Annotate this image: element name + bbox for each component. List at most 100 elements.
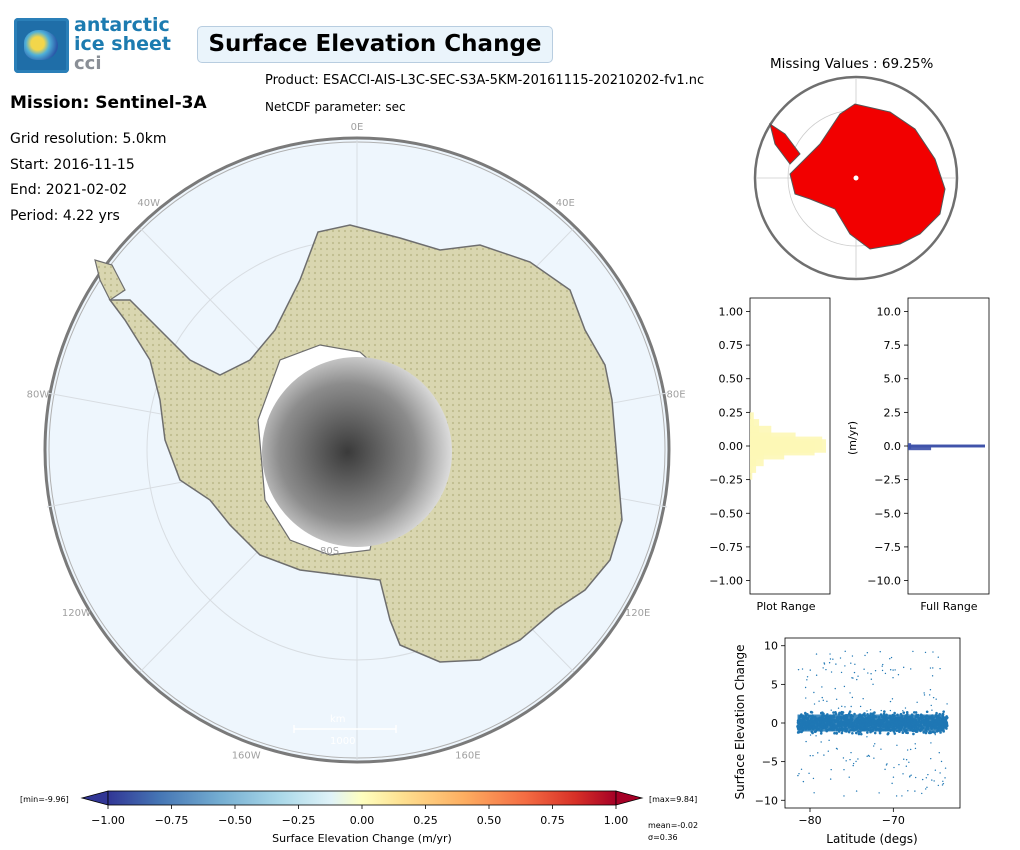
full-range-histogram: 10.0 7.5 5.0 2.5 0.0 −2.5 −5.0 −7.5 −10.0 Full R… — [846, 297, 990, 613]
scatter-point — [905, 765, 908, 767]
lon-label-7: 80W — [27, 390, 50, 401]
colorbar-min-arrow — [80, 790, 109, 806]
scatter-ytick-0: 10 — [764, 640, 778, 653]
scatter-point — [868, 755, 871, 757]
colorbar-tick-2: −0.50 — [218, 814, 252, 827]
scatter-point — [931, 779, 933, 781]
lon-label-0: 0E — [351, 122, 364, 133]
colorbar-max-label: [max=9.84] — [649, 795, 697, 804]
scatter-point — [852, 762, 855, 765]
scatter-point — [902, 711, 906, 714]
scatter-point — [838, 711, 841, 715]
scatter-point — [850, 662, 852, 664]
scatter-point — [914, 711, 918, 714]
full-range-histogram-tick-2: 5.0 — [884, 373, 902, 386]
scatter-point — [808, 772, 810, 775]
scatter-point — [841, 705, 843, 708]
scatter-point — [825, 668, 827, 671]
scatter-point — [820, 741, 822, 743]
scatter-point — [928, 694, 931, 696]
scatter-point — [921, 792, 923, 795]
scatter-point — [940, 760, 943, 763]
full-range-histogram-tick-5: −2.5 — [874, 474, 901, 487]
colorbar-mean-label: mean=-0.02 — [648, 821, 698, 830]
scatter-point — [818, 700, 820, 702]
scatter-point — [855, 790, 858, 792]
scatter-point — [804, 686, 807, 689]
scatter-point — [800, 768, 803, 771]
scatter-point — [912, 732, 915, 736]
plot-range-histogram-bin-9 — [750, 459, 757, 473]
scatter-point — [823, 754, 825, 756]
scatter-point — [881, 665, 883, 667]
scatter-point — [802, 780, 805, 783]
scatter-point — [931, 709, 933, 711]
scatter-point — [864, 654, 866, 657]
scatter-point — [835, 663, 837, 665]
scatter-point — [857, 732, 861, 736]
scatter-point — [933, 780, 935, 782]
antarctica-logo-icon — [14, 18, 69, 73]
scatter-point — [878, 792, 880, 794]
plot-range-xlabel: Plot Range — [756, 600, 815, 613]
scatter-point — [904, 707, 907, 709]
scatter-xlabel: Latitude (degs) — [826, 832, 917, 846]
colorbar-tick-4: 0.00 — [350, 814, 375, 827]
lon-label-6: 120W — [62, 608, 91, 619]
scatter-point — [832, 711, 835, 714]
scale-unit: km — [330, 714, 346, 725]
lon-label-8: 40W — [137, 198, 160, 209]
scatter-point — [867, 754, 870, 757]
scatter-point — [829, 658, 832, 660]
scatter-point — [849, 692, 851, 694]
scatter-point — [797, 668, 800, 671]
scatter-point — [880, 709, 882, 712]
scatter-point — [830, 671, 833, 673]
scatter-point — [886, 732, 890, 736]
scatter-point — [891, 698, 894, 700]
scatter-point — [867, 672, 869, 674]
scatter-point — [805, 740, 807, 743]
scatter-point — [893, 732, 897, 735]
scatter-point — [853, 671, 856, 674]
scatter-point — [946, 703, 948, 705]
scatter-point — [874, 743, 876, 745]
scatter-point — [810, 711, 814, 714]
scatter-point — [902, 773, 904, 775]
grid-resolution: Grid resolution: 5.0km — [10, 131, 167, 147]
scatter-point — [828, 739, 830, 742]
plot-range-histogram-tick-5: −0.25 — [709, 474, 743, 487]
scatter-ytick-2: 0 — [771, 717, 778, 730]
scatter-point — [834, 712, 838, 715]
scatter-point — [943, 719, 946, 722]
plot-range-histogram-tick-7: −0.75 — [709, 541, 743, 554]
scatter-point — [809, 734, 812, 736]
lon-label-3: 120E — [625, 608, 650, 619]
full-range-ylabel: (m/yr) — [846, 421, 859, 455]
scatter-point — [872, 745, 875, 747]
scatter-point — [881, 669, 884, 672]
scatter-point — [822, 699, 824, 702]
plot-range-histogram: 1.00 0.75 0.50 0.25 0.00 −0.25 −0.50 −0.75 −1.00… — [709, 297, 831, 613]
scatter-point — [896, 744, 898, 746]
polar-data-hole — [262, 357, 452, 547]
scatter-point — [828, 662, 831, 664]
missing-values-title: Missing Values : 69.25% — [770, 56, 934, 72]
scatter-point — [815, 735, 817, 737]
scatter-point — [889, 709, 892, 712]
scatter-point — [805, 697, 807, 699]
scatter-point — [862, 697, 864, 700]
scatter-point — [922, 731, 926, 734]
scatter-point — [797, 774, 799, 777]
scatter-point — [908, 761, 910, 763]
full-range-histogram-tick-6: −5.0 — [874, 507, 901, 520]
scatter-point — [902, 710, 904, 712]
scatter-point — [801, 668, 804, 670]
scatter-point — [890, 656, 893, 659]
scatter-point — [832, 658, 834, 660]
scatter-point — [927, 773, 929, 776]
scatter-point — [901, 795, 903, 797]
scatter-point — [829, 653, 831, 655]
scatter-point — [898, 763, 900, 766]
scatter-point — [937, 784, 940, 787]
